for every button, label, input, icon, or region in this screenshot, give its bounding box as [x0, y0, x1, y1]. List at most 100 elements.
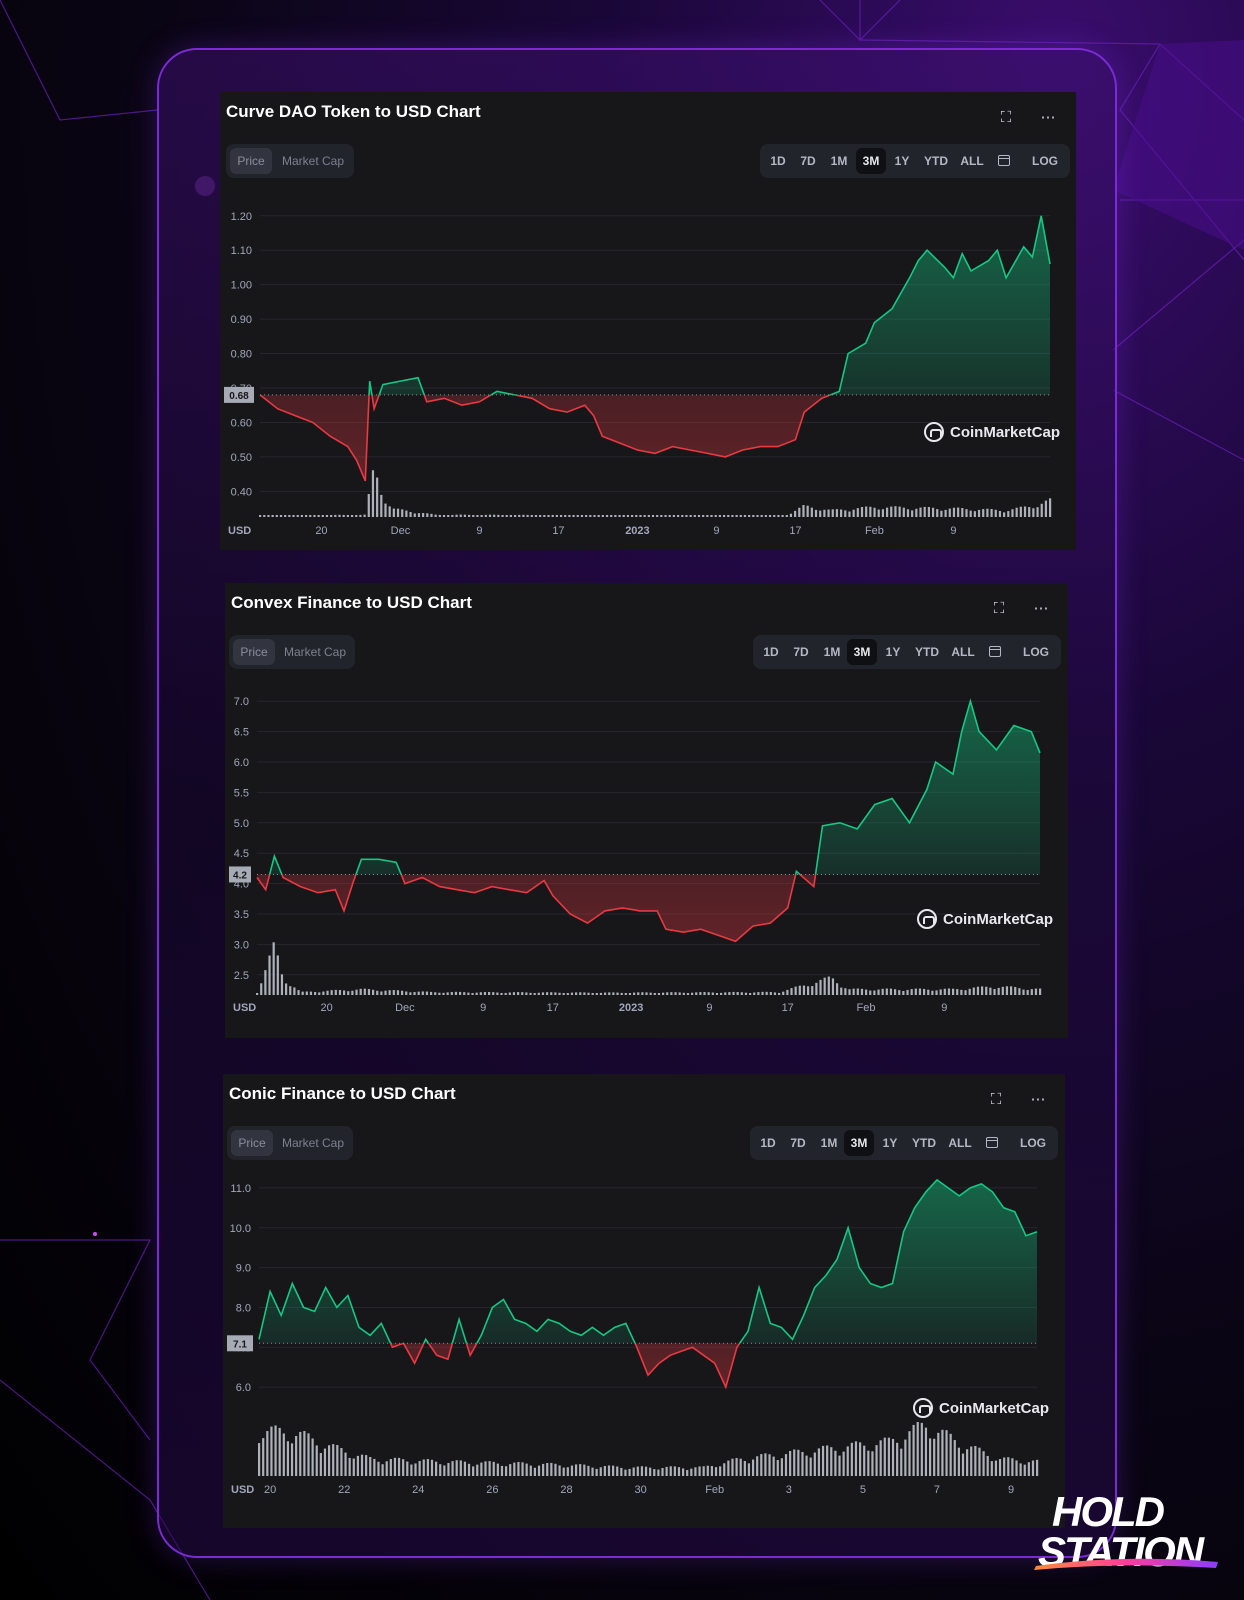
volume-bar — [262, 1438, 265, 1476]
range-1d[interactable]: 1D — [770, 154, 786, 168]
range-all[interactable]: ALL — [960, 154, 984, 168]
range-ytd[interactable]: YTD — [912, 1136, 936, 1150]
volume-bar — [488, 514, 492, 517]
volume-bar — [744, 992, 748, 995]
calendar-icon[interactable] — [998, 155, 1010, 166]
tab-price[interactable]: Price — [231, 1130, 273, 1156]
range-3m[interactable]: 3M — [847, 639, 877, 665]
convex-chart-panel: Convex Finance to USD Chart ⛶ ⋯ Price Ma… — [225, 583, 1068, 1038]
volume-bar — [781, 515, 784, 517]
volume-bar — [612, 992, 615, 995]
volume-bar — [447, 515, 450, 517]
calendar-icon[interactable] — [989, 646, 1001, 657]
expand-icon[interactable]: ⛶ — [1000, 109, 1012, 126]
range-1m[interactable]: 1M — [823, 645, 841, 659]
range-7d[interactable]: 7D — [790, 1136, 806, 1150]
volume-bar — [363, 988, 366, 995]
tab-price[interactable]: Price — [230, 148, 272, 174]
volume-bar — [715, 992, 719, 995]
range-7d[interactable]: 7D — [793, 645, 809, 659]
volume-bar — [940, 510, 943, 517]
range-1y[interactable]: 1Y — [882, 1136, 898, 1150]
range-1y[interactable]: 1Y — [894, 154, 910, 168]
range-1d[interactable]: 1D — [763, 645, 779, 659]
volume-bar — [908, 1431, 911, 1476]
volume-bar — [809, 1457, 812, 1476]
volume-bar — [998, 510, 1002, 517]
volume-bar — [898, 990, 901, 995]
volume-bar — [918, 988, 922, 995]
range-all[interactable]: ALL — [951, 645, 975, 659]
x-tick-label: 7 — [934, 1484, 940, 1496]
volume-bar — [410, 1464, 413, 1476]
expand-icon[interactable]: ⛶ — [993, 600, 1005, 617]
volume-bar — [797, 1449, 800, 1476]
range-1d[interactable]: 1D — [760, 1136, 776, 1150]
volume-bar — [276, 955, 279, 995]
range-ytd[interactable]: YTD — [915, 645, 939, 659]
volume-bar — [728, 992, 731, 995]
volume-bar — [889, 988, 893, 995]
volume-bar — [977, 509, 981, 517]
volume-bar — [852, 509, 855, 517]
range-1m[interactable]: 1M — [820, 1136, 838, 1150]
volume-bar — [994, 509, 997, 517]
range-3m[interactable]: 3M — [844, 1130, 874, 1156]
volume-bar — [1007, 511, 1010, 517]
calendar-icon[interactable] — [986, 1137, 998, 1148]
volume-bar — [722, 515, 726, 517]
log-toggle[interactable]: LOG — [1032, 154, 1058, 168]
volume-bar — [555, 514, 558, 517]
volume-bar — [661, 1468, 664, 1476]
volume-bar — [467, 992, 470, 995]
y-tick-label: 11.0 — [230, 1183, 251, 1195]
range-ytd[interactable]: YTD — [924, 154, 948, 168]
volume-bar — [695, 992, 698, 995]
expand-icon[interactable]: ⛶ — [990, 1091, 1002, 1108]
volume-bar — [739, 515, 742, 517]
range-3m[interactable]: 3M — [856, 148, 886, 174]
more-icon[interactable]: ⋯ — [1040, 109, 1056, 126]
more-icon[interactable]: ⋯ — [1033, 600, 1049, 617]
volume-bar — [919, 507, 922, 517]
volume-bar — [288, 515, 291, 517]
range-1m[interactable]: 1M — [830, 154, 848, 168]
x-tick-label: 20 — [320, 1002, 332, 1014]
tab-market-cap[interactable]: Market Cap — [281, 1136, 345, 1150]
volume-bar — [396, 508, 400, 517]
volume-bar — [467, 1463, 471, 1476]
volume-bar — [653, 993, 656, 995]
volume-bar — [601, 515, 604, 517]
x-tick-label: 9 — [713, 525, 719, 537]
volume-bar — [459, 514, 462, 517]
volume-bar — [1044, 500, 1048, 517]
volume-bar — [628, 1468, 631, 1476]
range-all[interactable]: ALL — [948, 1136, 972, 1150]
volume-bar — [952, 988, 955, 995]
volume-bar — [686, 1470, 689, 1476]
volume-bar — [296, 515, 299, 517]
log-toggle[interactable]: LOG — [1020, 1136, 1046, 1150]
volume-bar — [840, 987, 843, 995]
tab-market-cap[interactable]: Market Cap — [281, 154, 345, 168]
range-7d[interactable]: 7D — [800, 154, 816, 168]
volume-bar — [480, 515, 483, 517]
volume-bar — [282, 1433, 285, 1476]
volume-bar — [367, 494, 370, 517]
volume-bar — [542, 1463, 545, 1476]
y-tick-label: 8.0 — [236, 1302, 251, 1314]
more-icon[interactable]: ⋯ — [1030, 1091, 1046, 1108]
tab-price[interactable]: Price — [233, 639, 275, 665]
volume-bar — [409, 992, 412, 995]
volume-bar — [401, 509, 404, 517]
tab-market-cap[interactable]: Market Cap — [283, 645, 347, 659]
log-toggle[interactable]: LOG — [1023, 645, 1049, 659]
y-tick-label: 0.90 — [231, 314, 252, 326]
volume-bar — [945, 1430, 948, 1476]
volume-bar — [384, 990, 387, 995]
volume-bar — [558, 992, 561, 995]
volume-bar — [300, 515, 303, 517]
brand-line-1: HOLD — [1052, 1488, 1165, 1535]
range-1y[interactable]: 1Y — [885, 645, 901, 659]
volume-bar — [480, 1462, 483, 1476]
